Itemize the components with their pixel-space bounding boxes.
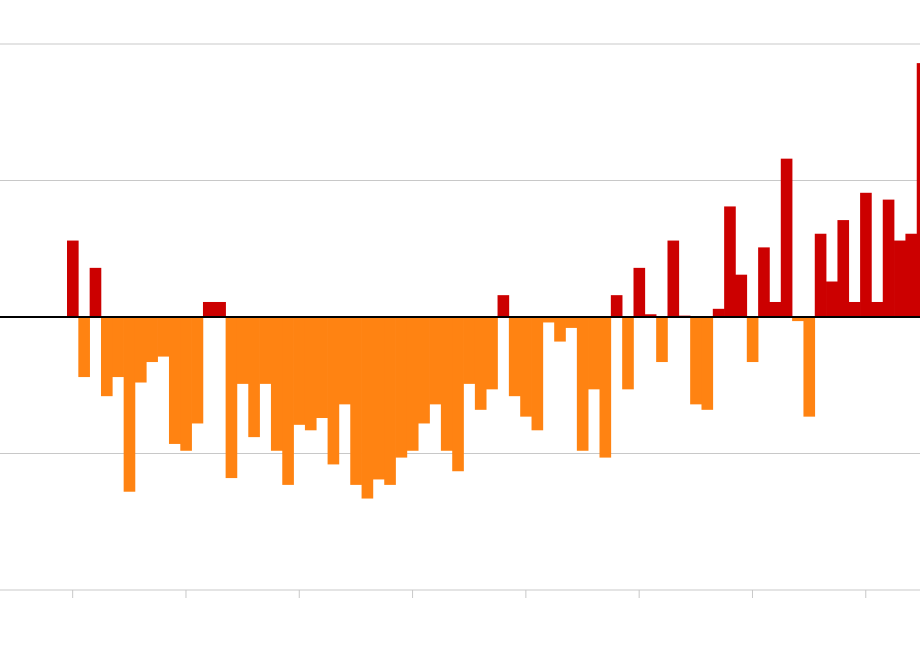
bar bbox=[542, 317, 555, 323]
bar bbox=[792, 317, 804, 322]
bar bbox=[531, 317, 544, 431]
bar bbox=[610, 295, 623, 317]
bar bbox=[372, 317, 385, 480]
bar bbox=[826, 281, 838, 317]
bar bbox=[576, 317, 589, 451]
bar bbox=[384, 317, 396, 485]
bar-series bbox=[67, 63, 920, 499]
bar bbox=[67, 240, 79, 317]
bar bbox=[270, 317, 283, 451]
bar bbox=[905, 233, 918, 317]
bar bbox=[554, 317, 566, 342]
bar bbox=[769, 301, 782, 317]
bar bbox=[123, 317, 136, 492]
bar bbox=[180, 317, 192, 451]
bar bbox=[146, 317, 158, 363]
bar bbox=[361, 317, 374, 499]
bar bbox=[860, 192, 872, 317]
bar bbox=[395, 317, 408, 458]
bar bbox=[882, 199, 895, 317]
bar bbox=[894, 240, 906, 317]
bar bbox=[803, 317, 816, 417]
bar bbox=[837, 220, 850, 317]
bar bbox=[486, 317, 498, 390]
bar bbox=[157, 317, 170, 357]
bar bbox=[633, 267, 646, 317]
bar bbox=[746, 317, 759, 363]
bar bbox=[168, 317, 181, 444]
bar bbox=[701, 317, 714, 410]
bar bbox=[848, 301, 861, 317]
bar bbox=[259, 317, 272, 384]
bar bbox=[724, 206, 736, 317]
bar bbox=[316, 317, 328, 419]
bar bbox=[293, 317, 306, 425]
bar bbox=[452, 317, 464, 472]
bar bbox=[656, 317, 668, 363]
bar bbox=[134, 317, 147, 383]
bar bbox=[418, 317, 430, 424]
bar bbox=[588, 317, 600, 390]
bar bbox=[202, 301, 215, 317]
bar bbox=[78, 317, 90, 378]
bar bbox=[225, 317, 238, 479]
bar bbox=[599, 317, 612, 458]
bar bbox=[429, 317, 442, 405]
x-axis-ticks bbox=[72, 590, 867, 598]
bar bbox=[350, 317, 362, 485]
bar bbox=[463, 317, 476, 384]
bar bbox=[508, 317, 521, 397]
bar bbox=[304, 317, 317, 431]
bar bbox=[248, 317, 260, 438]
bar bbox=[497, 295, 510, 317]
bar bbox=[236, 317, 249, 384]
bar bbox=[916, 63, 920, 317]
bar bbox=[112, 317, 124, 378]
bar bbox=[520, 317, 532, 417]
bar bbox=[871, 301, 884, 317]
bar bbox=[780, 158, 793, 317]
bar bbox=[735, 274, 748, 317]
bar bbox=[406, 317, 419, 451]
bar bbox=[89, 267, 102, 317]
bar bbox=[814, 233, 827, 317]
bar bbox=[440, 317, 453, 451]
bar bbox=[474, 317, 487, 410]
bar bbox=[191, 317, 204, 424]
bar bbox=[100, 317, 113, 397]
bar bbox=[667, 240, 680, 317]
bar bbox=[214, 301, 226, 317]
bar bbox=[644, 314, 657, 317]
bar bbox=[338, 317, 351, 405]
bar bbox=[565, 317, 578, 328]
bar bbox=[690, 317, 702, 405]
bar bbox=[712, 308, 725, 317]
bar bbox=[282, 317, 294, 485]
bar bbox=[758, 247, 770, 317]
bar bbox=[622, 317, 634, 390]
bar bbox=[327, 317, 340, 465]
